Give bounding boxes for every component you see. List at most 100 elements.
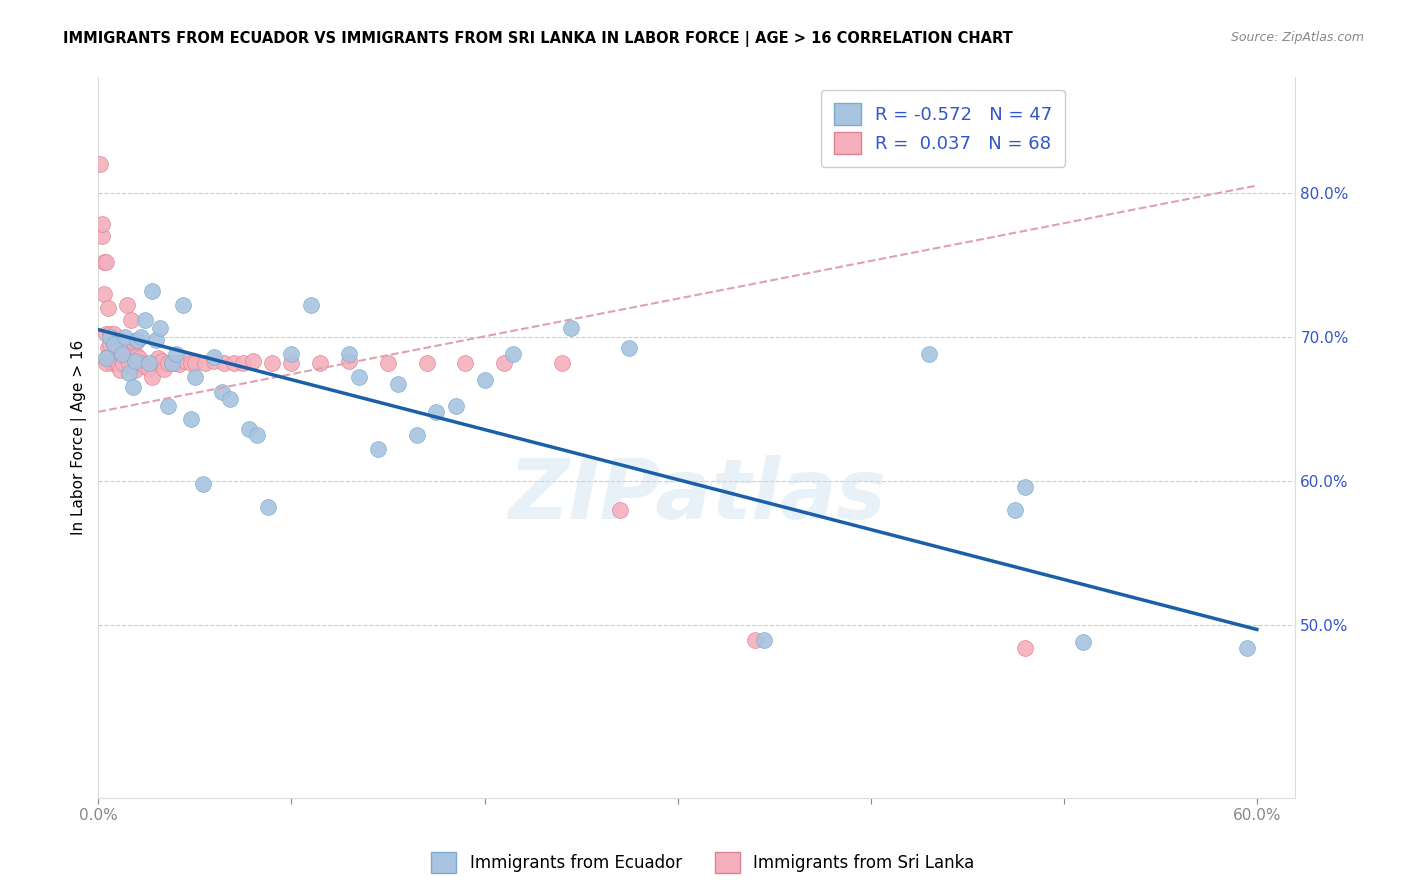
Point bbox=[211, 384, 233, 399]
Point bbox=[1236, 641, 1258, 656]
Point bbox=[619, 342, 641, 356]
Point bbox=[406, 428, 429, 442]
Point bbox=[129, 330, 152, 344]
Point bbox=[141, 284, 163, 298]
Point bbox=[138, 361, 160, 376]
Point bbox=[94, 356, 117, 370]
Point bbox=[347, 370, 370, 384]
Point bbox=[218, 392, 240, 406]
Point bbox=[94, 326, 117, 341]
Point bbox=[110, 334, 132, 348]
Point bbox=[122, 380, 145, 394]
Point bbox=[98, 337, 121, 351]
Point bbox=[560, 321, 582, 335]
Point bbox=[122, 334, 145, 348]
Point bbox=[156, 399, 179, 413]
Point bbox=[98, 330, 121, 344]
Point bbox=[150, 354, 173, 368]
Point bbox=[91, 218, 114, 232]
Point bbox=[444, 399, 467, 413]
Point bbox=[299, 298, 322, 312]
Point bbox=[110, 347, 132, 361]
Point bbox=[107, 356, 129, 370]
Point bbox=[103, 337, 125, 351]
Legend: Immigrants from Ecuador, Immigrants from Sri Lanka: Immigrants from Ecuador, Immigrants from… bbox=[425, 846, 981, 880]
Point bbox=[148, 351, 170, 366]
Point bbox=[165, 347, 187, 361]
Point bbox=[232, 356, 254, 370]
Point bbox=[125, 333, 148, 347]
Point bbox=[917, 347, 939, 361]
Point bbox=[124, 354, 146, 368]
Text: IMMIGRANTS FROM ECUADOR VS IMMIGRANTS FROM SRI LANKA IN LABOR FORCE | AGE > 16 C: IMMIGRANTS FROM ECUADOR VS IMMIGRANTS FR… bbox=[63, 31, 1012, 47]
Point bbox=[124, 363, 146, 377]
Point bbox=[97, 349, 120, 363]
Point bbox=[502, 347, 524, 361]
Point bbox=[118, 366, 141, 380]
Point bbox=[117, 349, 139, 363]
Point bbox=[117, 298, 139, 312]
Point bbox=[202, 354, 225, 368]
Point bbox=[108, 363, 131, 377]
Point bbox=[222, 356, 245, 370]
Point bbox=[110, 349, 132, 363]
Point bbox=[172, 298, 194, 312]
Point bbox=[156, 356, 179, 370]
Point bbox=[387, 377, 409, 392]
Point bbox=[138, 356, 160, 370]
Point bbox=[94, 351, 117, 366]
Point bbox=[118, 356, 141, 370]
Point bbox=[101, 349, 124, 363]
Point bbox=[1014, 480, 1036, 494]
Point bbox=[280, 356, 302, 370]
Point bbox=[337, 354, 360, 368]
Point bbox=[149, 321, 172, 335]
Point bbox=[184, 356, 207, 370]
Point bbox=[754, 632, 776, 647]
Point bbox=[98, 326, 121, 341]
Point bbox=[212, 356, 235, 370]
Point bbox=[609, 503, 631, 517]
Point bbox=[169, 357, 191, 371]
Point bbox=[145, 333, 167, 347]
Point bbox=[141, 370, 163, 384]
Point bbox=[551, 356, 574, 370]
Point bbox=[191, 476, 214, 491]
Point bbox=[93, 286, 115, 301]
Point bbox=[337, 347, 360, 361]
Point bbox=[246, 428, 269, 442]
Point bbox=[107, 342, 129, 356]
Point bbox=[184, 370, 207, 384]
Point bbox=[104, 349, 127, 363]
Point bbox=[114, 330, 136, 344]
Point bbox=[101, 356, 124, 370]
Point bbox=[1071, 635, 1094, 649]
Point bbox=[103, 326, 125, 341]
Text: Source: ZipAtlas.com: Source: ZipAtlas.com bbox=[1230, 31, 1364, 45]
Point bbox=[454, 356, 477, 370]
Point bbox=[125, 349, 148, 363]
Point bbox=[262, 356, 284, 370]
Point bbox=[134, 312, 156, 326]
Point bbox=[415, 356, 437, 370]
Y-axis label: In Labor Force | Age > 16: In Labor Force | Age > 16 bbox=[72, 340, 87, 535]
Point bbox=[744, 632, 766, 647]
Point bbox=[180, 356, 202, 370]
Point bbox=[160, 356, 183, 370]
Point bbox=[128, 351, 150, 366]
Point bbox=[1014, 641, 1036, 656]
Point bbox=[104, 356, 127, 370]
Point bbox=[174, 354, 197, 368]
Point bbox=[94, 255, 117, 269]
Point bbox=[474, 373, 496, 387]
Point bbox=[120, 312, 142, 326]
Point bbox=[242, 354, 264, 368]
Point bbox=[309, 356, 332, 370]
Point bbox=[97, 301, 120, 315]
Point bbox=[367, 442, 389, 457]
Point bbox=[160, 356, 183, 370]
Point bbox=[129, 356, 152, 370]
Point bbox=[202, 350, 225, 364]
Point bbox=[425, 405, 447, 419]
Point bbox=[97, 342, 120, 356]
